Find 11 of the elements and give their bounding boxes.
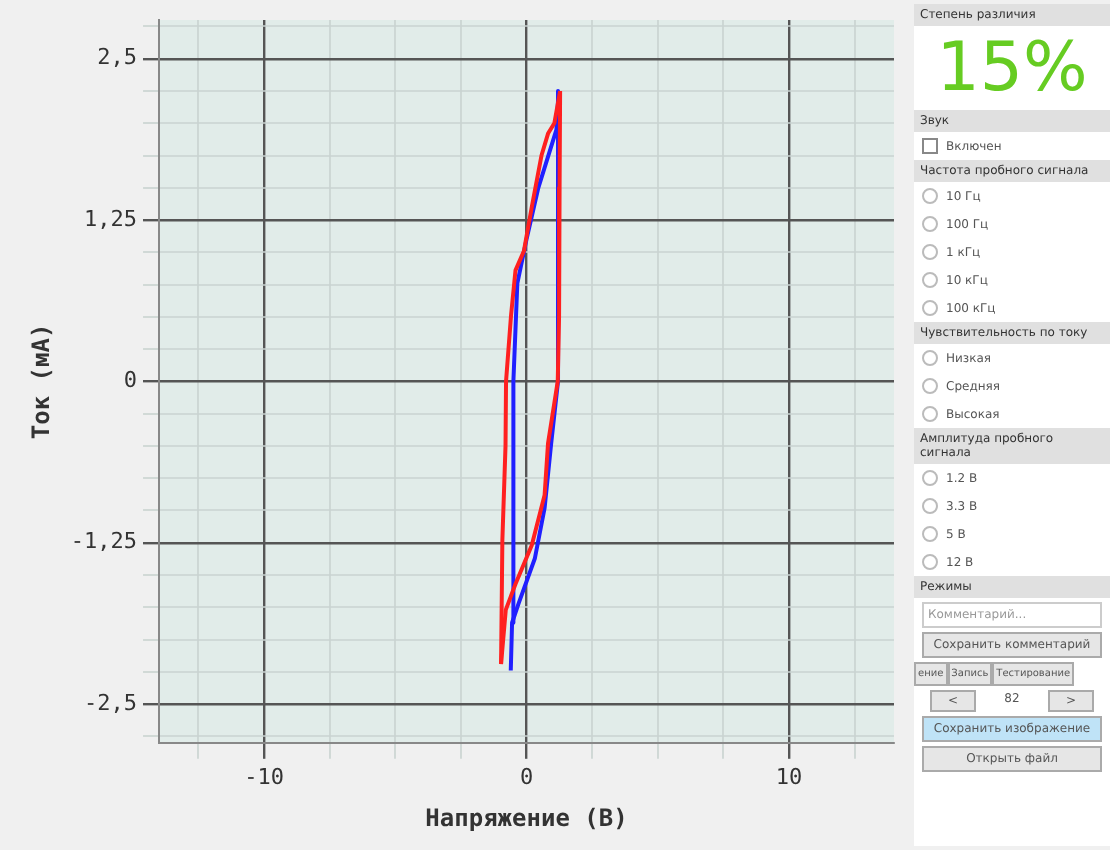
x-tick-label: 0 (519, 763, 534, 790)
y-tick-label: 0 (123, 367, 138, 394)
x-tick-label: -10 (244, 763, 284, 790)
y-tick-label: 2,5 (97, 44, 138, 71)
x-tick-label: 10 (775, 763, 803, 790)
text: 15% (934, 26, 1090, 110)
y-axis-title: Ток (мА) (26, 323, 55, 440)
y-tick-label: -1,25 (70, 528, 138, 555)
x-axis-title: Напряжение (В) (425, 803, 628, 832)
y-tick-label: 1,25 (84, 205, 138, 232)
y-tick-label: -2,5 (84, 689, 138, 716)
